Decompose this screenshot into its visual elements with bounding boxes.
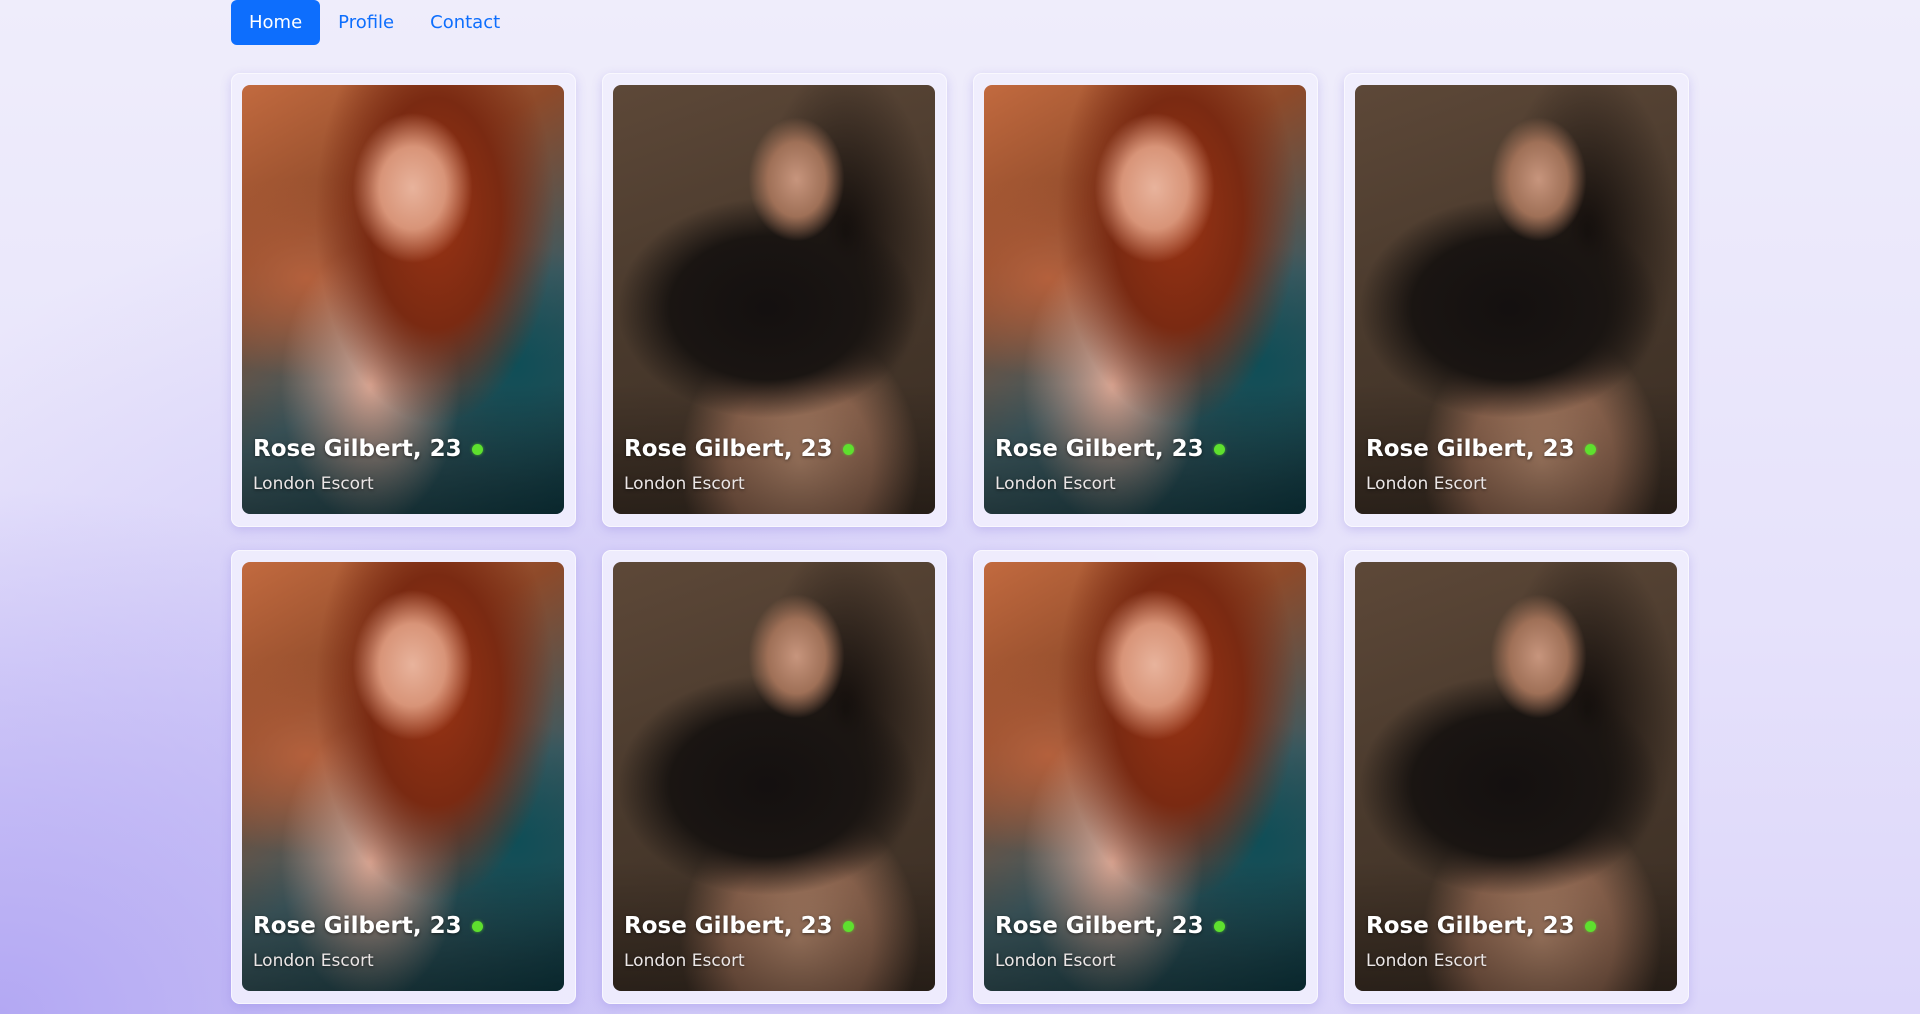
- online-status-dot-icon: [842, 920, 854, 932]
- photo-gradient-overlay: [613, 384, 935, 514]
- nav-profile-tab[interactable]: Profile: [338, 12, 395, 33]
- name-row: Rose Gilbert, 23: [253, 913, 554, 939]
- name-row: Rose Gilbert, 23: [995, 436, 1296, 462]
- profile-name: Rose Gilbert, 23: [253, 913, 462, 939]
- name-row: Rose Gilbert, 23: [253, 436, 554, 462]
- profile-photo: Rose Gilbert, 23 London Escort: [984, 562, 1306, 991]
- profile-photo: Rose Gilbert, 23 London Escort: [1355, 85, 1677, 514]
- online-status-dot-icon: [471, 443, 483, 455]
- photo-gradient-overlay: [1355, 861, 1677, 991]
- profile-caption: Rose Gilbert, 23 London Escort: [1366, 436, 1667, 494]
- profile-photo: Rose Gilbert, 23 London Escort: [613, 85, 935, 514]
- online-status-dot-icon: [842, 443, 854, 455]
- photo-gradient-overlay: [984, 384, 1306, 514]
- profile-photo: Rose Gilbert, 23 London Escort: [613, 562, 935, 991]
- profile-card[interactable]: Rose Gilbert, 23 London Escort: [231, 550, 576, 1004]
- profile-subtitle: London Escort: [253, 474, 374, 494]
- top-nav: Home Profile Contact: [231, 0, 518, 45]
- profile-caption: Rose Gilbert, 23 London Escort: [1366, 913, 1667, 971]
- online-status-dot-icon: [1584, 443, 1596, 455]
- photo-gradient-overlay: [242, 861, 564, 991]
- profile-card[interactable]: Rose Gilbert, 23 London Escort: [602, 550, 947, 1004]
- nav-contact-tab[interactable]: Contact: [430, 12, 501, 33]
- profile-caption: Rose Gilbert, 23 London Escort: [253, 436, 554, 494]
- name-row: Rose Gilbert, 23: [995, 913, 1296, 939]
- profile-card[interactable]: Rose Gilbert, 23 London Escort: [602, 73, 947, 527]
- profile-subtitle: London Escort: [1366, 474, 1487, 494]
- profile-caption: Rose Gilbert, 23 London Escort: [624, 913, 925, 971]
- profile-name: Rose Gilbert, 23: [995, 436, 1204, 462]
- profile-photo: Rose Gilbert, 23 London Escort: [1355, 562, 1677, 991]
- name-row: Rose Gilbert, 23: [1366, 913, 1667, 939]
- profile-name: Rose Gilbert, 23: [624, 913, 833, 939]
- photo-gradient-overlay: [1355, 384, 1677, 514]
- profile-caption: Rose Gilbert, 23 London Escort: [995, 436, 1296, 494]
- nav-home-tab[interactable]: Home: [231, 0, 321, 45]
- profile-card[interactable]: Rose Gilbert, 23 London Escort: [1344, 550, 1689, 1004]
- profile-subtitle: London Escort: [624, 951, 745, 971]
- profile-caption: Rose Gilbert, 23 London Escort: [995, 913, 1296, 971]
- profile-caption: Rose Gilbert, 23 London Escort: [624, 436, 925, 494]
- profile-photo: Rose Gilbert, 23 London Escort: [242, 85, 564, 514]
- profile-subtitle: London Escort: [995, 474, 1116, 494]
- name-row: Rose Gilbert, 23: [624, 913, 925, 939]
- profile-photo: Rose Gilbert, 23 London Escort: [984, 85, 1306, 514]
- online-status-dot-icon: [1213, 920, 1225, 932]
- profile-card[interactable]: Rose Gilbert, 23 London Escort: [1344, 73, 1689, 527]
- profile-card[interactable]: Rose Gilbert, 23 London Escort: [231, 73, 576, 527]
- profile-name: Rose Gilbert, 23: [624, 436, 833, 462]
- online-status-dot-icon: [1584, 920, 1596, 932]
- name-row: Rose Gilbert, 23: [624, 436, 925, 462]
- profile-name: Rose Gilbert, 23: [1366, 436, 1575, 462]
- photo-gradient-overlay: [242, 384, 564, 514]
- name-row: Rose Gilbert, 23: [1366, 436, 1667, 462]
- profile-grid: Rose Gilbert, 23 London Escort Rose Gilb…: [231, 73, 1691, 1004]
- profile-subtitle: London Escort: [253, 951, 374, 971]
- profile-photo: Rose Gilbert, 23 London Escort: [242, 562, 564, 991]
- profile-name: Rose Gilbert, 23: [253, 436, 462, 462]
- profile-subtitle: London Escort: [995, 951, 1116, 971]
- online-status-dot-icon: [471, 920, 483, 932]
- profile-caption: Rose Gilbert, 23 London Escort: [253, 913, 554, 971]
- profile-card[interactable]: Rose Gilbert, 23 London Escort: [973, 73, 1318, 527]
- photo-gradient-overlay: [613, 861, 935, 991]
- profile-subtitle: London Escort: [1366, 951, 1487, 971]
- photo-gradient-overlay: [984, 861, 1306, 991]
- profile-subtitle: London Escort: [624, 474, 745, 494]
- profile-name: Rose Gilbert, 23: [1366, 913, 1575, 939]
- online-status-dot-icon: [1213, 443, 1225, 455]
- profile-card[interactable]: Rose Gilbert, 23 London Escort: [973, 550, 1318, 1004]
- profile-name: Rose Gilbert, 23: [995, 913, 1204, 939]
